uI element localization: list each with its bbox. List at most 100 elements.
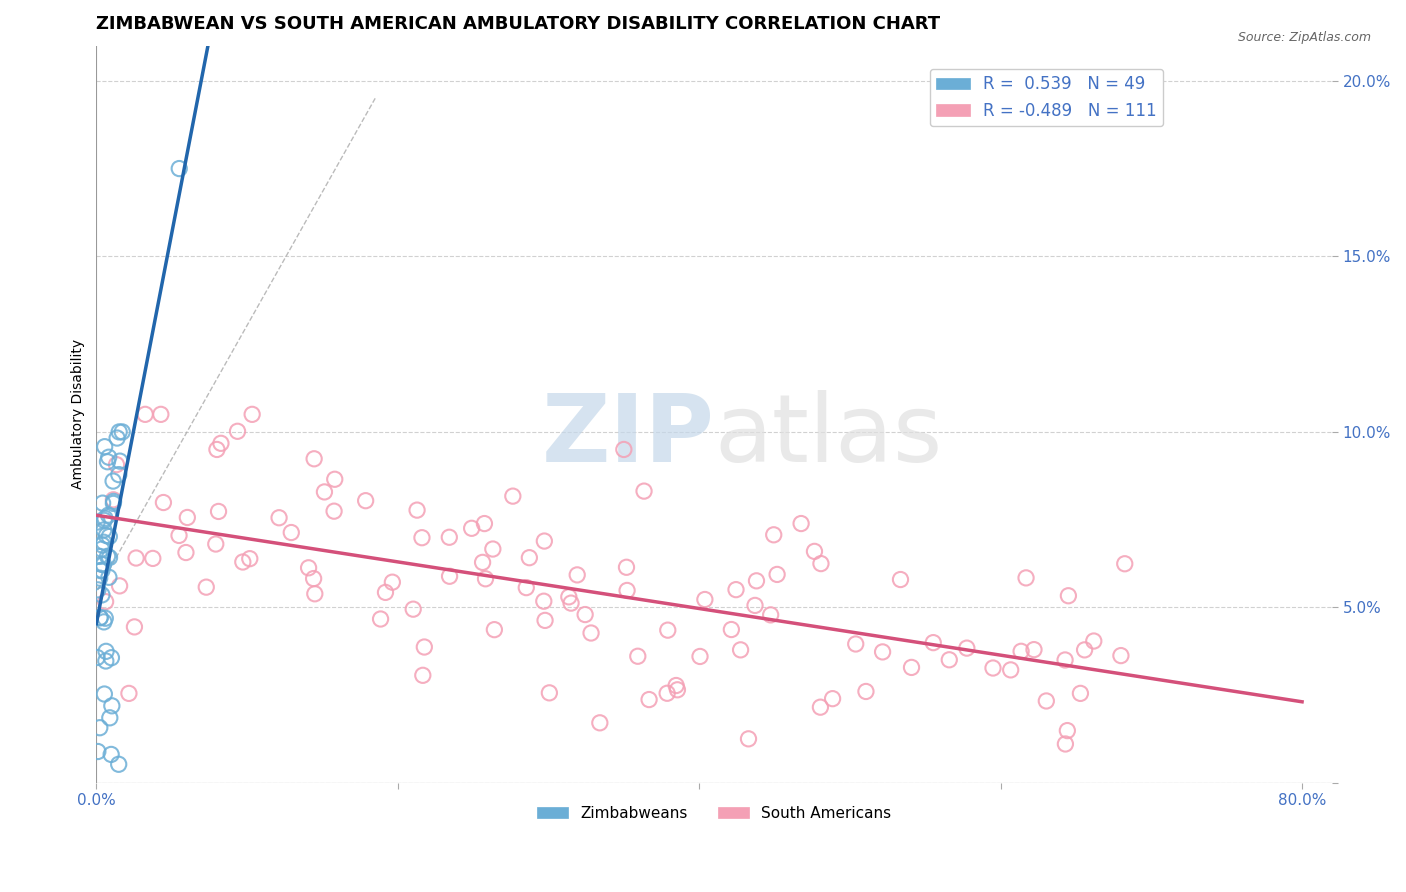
Point — [89, 610, 111, 624]
Point — [304, 587, 326, 601]
Point — [280, 525, 302, 540]
Point — [91, 538, 114, 552]
Point — [381, 575, 404, 590]
Point — [240, 408, 263, 422]
Point — [790, 516, 813, 531]
Point — [98, 711, 121, 725]
Point — [209, 436, 232, 450]
Point — [323, 472, 346, 486]
Point — [100, 650, 122, 665]
Point — [1054, 653, 1077, 667]
Point — [89, 610, 111, 624]
Point — [574, 607, 596, 622]
Point — [108, 454, 131, 468]
Point — [195, 580, 218, 594]
Point — [803, 544, 825, 558]
Point — [533, 594, 555, 608]
Point — [103, 496, 125, 510]
Point — [91, 563, 114, 577]
Point — [616, 560, 638, 574]
Point — [821, 691, 844, 706]
Point — [94, 594, 117, 608]
Point — [855, 684, 877, 698]
Point — [402, 602, 425, 616]
Point — [1022, 642, 1045, 657]
Point — [152, 495, 174, 509]
Point — [94, 644, 117, 658]
Point — [845, 637, 868, 651]
Point — [737, 731, 759, 746]
Point — [96, 528, 118, 542]
Point — [89, 571, 111, 585]
Point — [204, 537, 226, 551]
Point — [96, 455, 118, 469]
Point — [86, 515, 108, 529]
Point — [167, 161, 190, 176]
Point — [108, 425, 131, 439]
Point — [226, 425, 249, 439]
Point — [502, 489, 524, 503]
Point — [744, 599, 766, 613]
Point — [97, 570, 120, 584]
Point — [633, 484, 655, 499]
Point — [533, 534, 555, 549]
Point — [93, 535, 115, 549]
Text: ZIP: ZIP — [541, 391, 714, 483]
Point — [1057, 589, 1080, 603]
Point — [125, 551, 148, 566]
Point — [1056, 723, 1078, 738]
Point — [720, 623, 742, 637]
Point — [370, 612, 392, 626]
Point — [922, 635, 945, 649]
Point — [93, 513, 115, 527]
Point — [90, 542, 112, 557]
Point — [101, 698, 124, 713]
Point — [124, 620, 146, 634]
Point — [97, 549, 120, 564]
Point — [889, 573, 911, 587]
Text: ZIMBABWEAN VS SOUTH AMERICAN AMBULATORY DISABILITY CORRELATION CHART: ZIMBABWEAN VS SOUTH AMERICAN AMBULATORY … — [97, 15, 941, 33]
Point — [302, 572, 325, 586]
Point — [638, 692, 661, 706]
Point — [118, 686, 141, 700]
Point — [808, 700, 831, 714]
Point — [111, 425, 134, 439]
Point — [100, 747, 122, 762]
Text: atlas: atlas — [714, 391, 942, 483]
Point — [412, 668, 434, 682]
Point — [471, 555, 494, 569]
Point — [560, 596, 582, 610]
Point — [413, 640, 436, 654]
Point — [1069, 686, 1091, 700]
Point — [205, 442, 228, 457]
Point — [657, 686, 679, 700]
Point — [900, 660, 922, 674]
Point — [86, 650, 108, 665]
Point — [1015, 571, 1038, 585]
Point — [90, 558, 112, 572]
Point — [439, 530, 461, 544]
Point — [1073, 643, 1095, 657]
Point — [439, 569, 461, 583]
Point — [94, 611, 117, 625]
Point — [665, 679, 688, 693]
Text: Source: ZipAtlas.com: Source: ZipAtlas.com — [1237, 31, 1371, 45]
Point — [297, 561, 319, 575]
Point — [239, 551, 262, 566]
Point — [627, 649, 650, 664]
Point — [724, 582, 747, 597]
Point — [89, 564, 111, 578]
Point — [267, 510, 290, 524]
Point — [1000, 663, 1022, 677]
Point — [232, 555, 254, 569]
Point — [567, 567, 589, 582]
Point — [484, 623, 506, 637]
Point — [745, 574, 768, 588]
Point — [97, 450, 120, 465]
Point — [101, 474, 124, 488]
Point — [374, 585, 396, 599]
Point — [87, 582, 110, 597]
Point — [107, 757, 129, 772]
Point — [411, 531, 433, 545]
Point — [956, 641, 979, 656]
